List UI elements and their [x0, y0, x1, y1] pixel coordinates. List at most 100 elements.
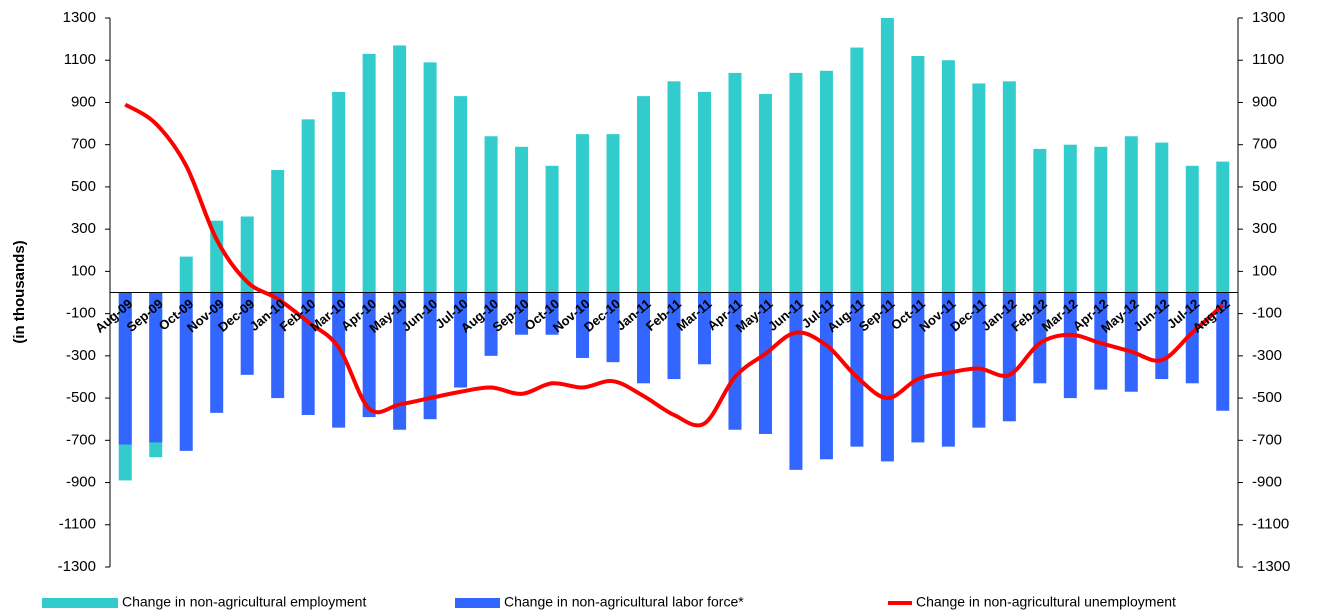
bar: [1094, 146, 1108, 293]
y2-tick-label: -900: [1252, 474, 1282, 491]
bar: [789, 72, 803, 293]
bar: [1033, 148, 1047, 293]
y2-tick-label: -1100: [1252, 516, 1289, 533]
y-tick-label: 1300: [63, 9, 96, 26]
bar: [941, 60, 955, 293]
bar: [118, 292, 132, 445]
y2-tick-label: 1300: [1252, 9, 1285, 26]
y-tick-label: 300: [71, 220, 96, 237]
y2-tick-label: 900: [1252, 93, 1277, 110]
y2-tick-label: 100: [1252, 262, 1277, 279]
bar: [880, 292, 894, 462]
line: [124, 102, 1225, 428]
legend-swatch: [455, 598, 500, 608]
bar: [637, 96, 651, 293]
bar: [1094, 292, 1108, 390]
bar: [1002, 292, 1016, 422]
y-tick-label: -1100: [59, 516, 96, 533]
y-tick-label: 700: [71, 136, 96, 153]
bar: [758, 94, 772, 293]
legend-label: Change in non-agricultural labor force*: [504, 594, 744, 610]
bar: [332, 292, 346, 428]
y-tick-label: -700: [66, 431, 96, 448]
bar: [454, 292, 468, 388]
bar: [393, 292, 407, 430]
bar: [210, 220, 224, 293]
bar: [240, 292, 254, 375]
y2-tick-label: -300: [1252, 347, 1282, 364]
bar: [850, 292, 864, 447]
y-tick-label: 500: [71, 178, 96, 195]
bar: [697, 292, 711, 365]
bar: [393, 45, 407, 293]
bar: [819, 70, 833, 293]
bar: [941, 292, 955, 447]
y2-tick-label: -100: [1252, 305, 1282, 322]
bar: [1063, 144, 1077, 293]
bar: [1155, 142, 1169, 293]
bar: [819, 292, 833, 460]
y-tick-label: 100: [71, 262, 96, 279]
bar: [1124, 136, 1138, 293]
bar: [240, 216, 254, 293]
bar: [515, 146, 529, 293]
bar: [1216, 292, 1230, 411]
y2-tick-label: 700: [1252, 136, 1277, 153]
y-tick-label: -900: [66, 474, 96, 491]
legend-swatch: [42, 598, 118, 608]
bar: [606, 292, 620, 363]
y-tick-label: 900: [71, 93, 96, 110]
bar: [1063, 292, 1077, 399]
bar: [545, 292, 559, 335]
bar: [362, 292, 376, 418]
bar: [728, 292, 742, 430]
bar: [1002, 81, 1016, 293]
bar: [362, 53, 376, 293]
bar: [210, 292, 224, 413]
y-tick-label: -300: [66, 347, 96, 364]
y2-tick-label: 300: [1252, 220, 1277, 237]
bar: [972, 83, 986, 293]
bar: [789, 292, 803, 470]
bar: [1185, 165, 1199, 293]
bar: [637, 292, 651, 384]
bar: [423, 292, 437, 420]
bar: [271, 292, 285, 399]
bar: [484, 136, 498, 293]
bar: [515, 292, 529, 335]
y2-tick-label: -1300: [1252, 558, 1290, 575]
bar: [332, 91, 346, 293]
y-axis-label: (in thousands): [11, 240, 28, 343]
bar: [606, 134, 620, 293]
bar: [179, 292, 193, 451]
y-tick-label: 1100: [64, 51, 96, 68]
bar: [179, 256, 193, 293]
bar: [301, 119, 315, 293]
bar: [1033, 292, 1047, 384]
y-tick-label: -1300: [58, 558, 96, 575]
bar: [697, 91, 711, 293]
legend-label: Change in non-agricultural employment: [122, 594, 366, 610]
bar: [576, 134, 590, 293]
y-tick-label: -100: [66, 305, 96, 322]
bar: [758, 292, 772, 434]
y2-tick-label: 1100: [1252, 51, 1284, 68]
bar: [149, 292, 163, 443]
y2-tick-label: -500: [1252, 389, 1282, 406]
bar: [880, 18, 894, 293]
bar: [271, 170, 285, 293]
y2-tick-label: -700: [1252, 431, 1282, 448]
bar: [911, 292, 925, 443]
bar: [423, 62, 437, 293]
bar: [667, 81, 681, 293]
bar: [850, 47, 864, 293]
bar: [1185, 292, 1199, 384]
bar: [454, 96, 468, 293]
bar: [1124, 292, 1138, 392]
bar: [576, 292, 590, 358]
y2-tick-label: 500: [1252, 178, 1277, 195]
bar: [667, 292, 681, 380]
bar: [545, 165, 559, 293]
y-tick-label: -500: [66, 389, 96, 406]
